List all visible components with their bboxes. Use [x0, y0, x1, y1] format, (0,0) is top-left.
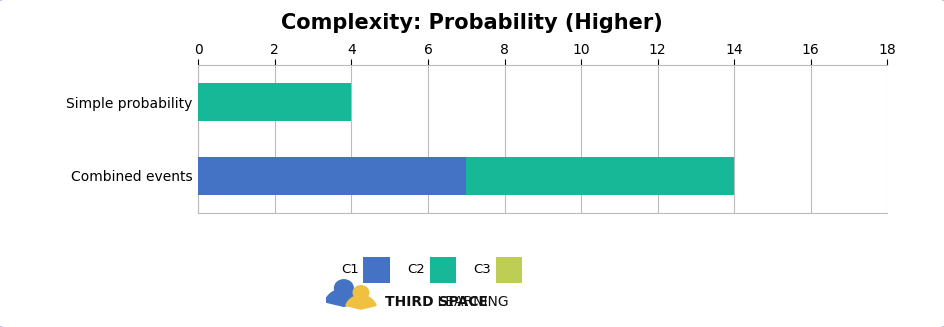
Text: C3: C3	[473, 263, 491, 276]
Bar	[198, 83, 351, 121]
Text: C1: C1	[341, 263, 359, 276]
Text: LEARNING: LEARNING	[385, 296, 509, 309]
Circle shape	[334, 280, 353, 296]
Wedge shape	[325, 289, 362, 306]
Text: Complexity: Probability (Higher): Complexity: Probability (Higher)	[281, 13, 663, 33]
Bar	[198, 157, 466, 195]
Bar	[466, 157, 734, 195]
Text: C2: C2	[407, 263, 425, 276]
Circle shape	[353, 286, 369, 300]
Text: THIRD SPACE: THIRD SPACE	[385, 296, 488, 309]
Wedge shape	[346, 295, 376, 309]
